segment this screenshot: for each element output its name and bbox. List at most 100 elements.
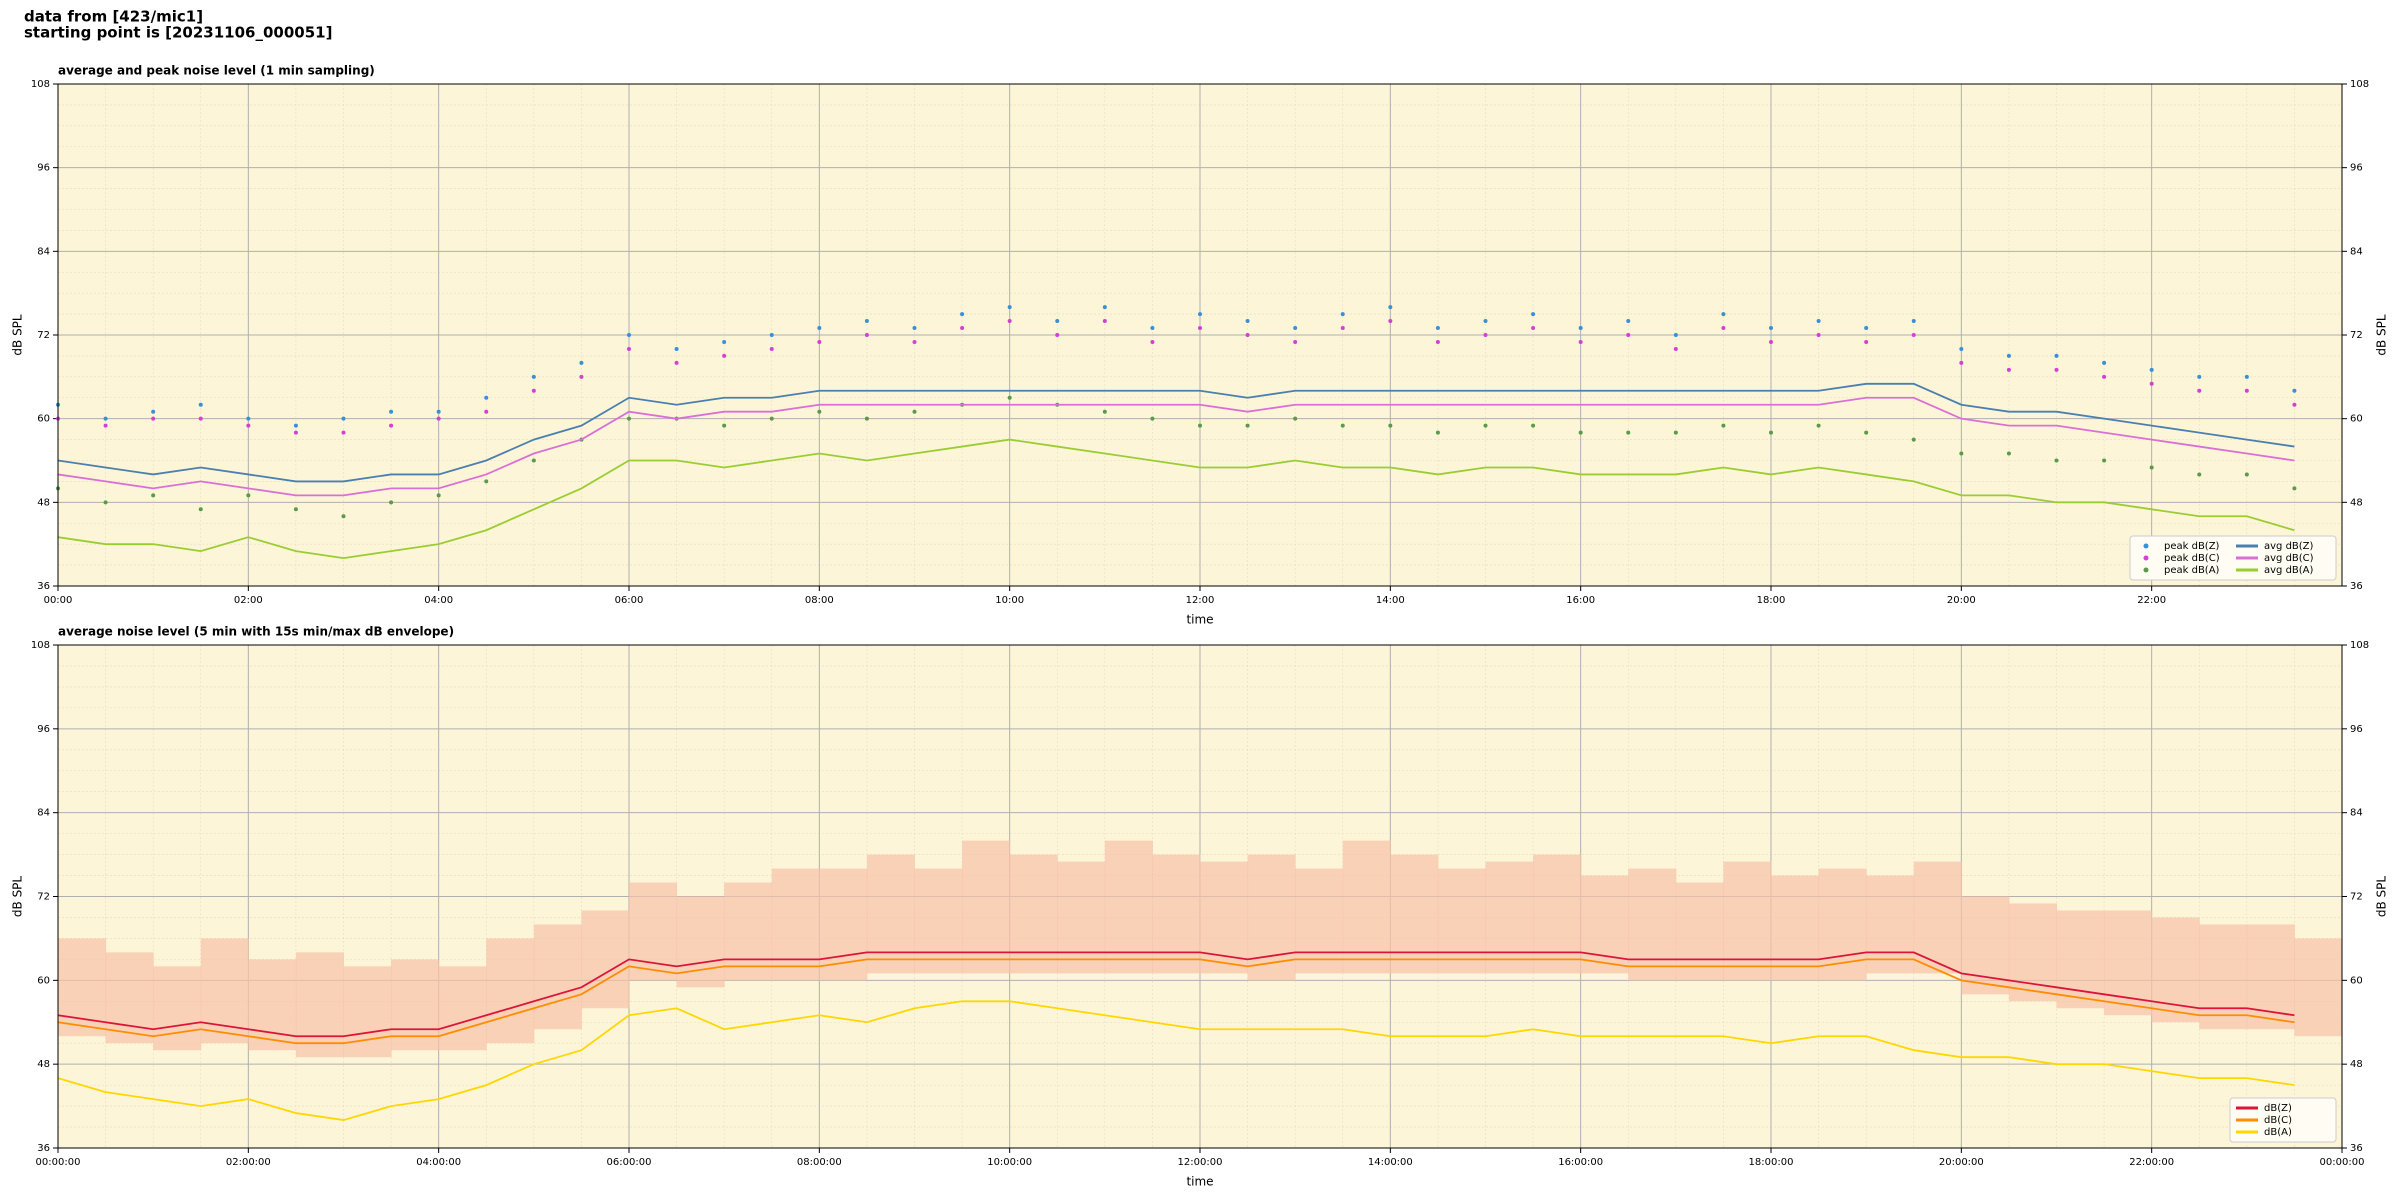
peak-point xyxy=(1911,437,1916,442)
peak-point xyxy=(627,333,631,337)
peak-point xyxy=(1626,333,1631,337)
peak-point xyxy=(1769,430,1773,435)
y-tick-label: 72 xyxy=(37,892,50,903)
y-axis-label: dB SPL xyxy=(11,876,25,918)
peak-point xyxy=(2292,402,2297,407)
plot-frame xyxy=(57,83,2343,587)
peak-point xyxy=(864,416,869,421)
y-tick-label: 84 xyxy=(37,246,50,257)
x-axis-label: time xyxy=(1186,1175,1213,1189)
envelope-band xyxy=(438,966,487,1051)
peak-point xyxy=(1150,326,1155,331)
legend-marker xyxy=(2143,543,2149,549)
envelope-band xyxy=(2199,924,2248,1030)
series-line xyxy=(57,951,2295,1038)
peak-point xyxy=(722,339,727,344)
y-tick-label: 48 xyxy=(2350,497,2363,508)
x-tick-label: 16:00 xyxy=(1566,595,1595,606)
peak-point xyxy=(1911,333,1916,337)
y-tick-label: 60 xyxy=(37,414,50,425)
peak-point xyxy=(627,416,631,421)
peak-point xyxy=(579,360,584,365)
y-tick-label: 96 xyxy=(37,724,50,735)
peak-point xyxy=(1673,430,1678,435)
peak-point xyxy=(1055,319,1060,324)
envelope-band xyxy=(962,840,1011,974)
peak-point xyxy=(1055,333,1060,337)
peak-point xyxy=(2006,367,2011,372)
peak-point xyxy=(531,388,536,393)
peak-point xyxy=(151,409,156,414)
peak-point xyxy=(1864,326,1869,331)
peak-point xyxy=(960,312,965,317)
envelope-band xyxy=(581,910,630,1009)
peak-point xyxy=(198,416,203,421)
legend-label: avg dB(Z) xyxy=(2264,541,2314,552)
legend-label: avg dB(A) xyxy=(2264,565,2314,576)
peak-point xyxy=(151,493,156,498)
y-tick-label: 72 xyxy=(37,330,50,341)
plot-frame xyxy=(57,644,2343,1149)
peak-point xyxy=(1721,423,1726,428)
x-axis-label: time xyxy=(1186,613,1213,627)
x-tick-label: 06:00 xyxy=(615,595,644,606)
envelope-band xyxy=(2294,938,2343,1037)
series-line xyxy=(57,438,2295,560)
peak-point xyxy=(1531,423,1536,428)
peak-point xyxy=(2149,367,2154,372)
peak-point xyxy=(1198,312,1202,317)
peak-point xyxy=(1531,312,1536,317)
peak-point xyxy=(1816,319,1821,324)
peak-point xyxy=(1293,326,1298,331)
peak-point xyxy=(1864,339,1869,344)
peak-point xyxy=(1626,319,1631,324)
peak-point xyxy=(436,409,441,414)
series-line xyxy=(57,958,2295,1045)
peak-point xyxy=(912,326,917,331)
peak-point xyxy=(2197,472,2202,477)
peak-point xyxy=(817,339,822,344)
peak-point xyxy=(198,507,203,512)
envelope-band xyxy=(1200,861,1249,974)
peak-point xyxy=(1959,360,1964,365)
peak-point xyxy=(341,416,346,421)
x-tick-label: 18:00 xyxy=(1757,595,1786,606)
envelope-band xyxy=(771,868,820,981)
peak-point xyxy=(2244,374,2249,379)
peak-point xyxy=(1007,305,1012,310)
peak-point xyxy=(1007,395,1012,400)
peak-point xyxy=(1959,346,1964,351)
peak-point xyxy=(1769,326,1773,331)
x-tick-label: 20:00 xyxy=(1947,595,1976,606)
y-tick-label: 84 xyxy=(37,808,50,819)
peak-point xyxy=(484,409,489,414)
envelope-band xyxy=(1723,861,1772,981)
peak-point xyxy=(1340,326,1345,331)
peak-point xyxy=(769,346,774,351)
x-tick-label: 22:00:00 xyxy=(2129,1157,2174,1168)
peak-point xyxy=(864,319,869,324)
peak-point xyxy=(436,493,441,498)
peak-point xyxy=(2292,388,2297,393)
envelope-band xyxy=(1818,868,1867,981)
legend-label: dB(C) xyxy=(2264,1115,2292,1126)
envelope-band xyxy=(2056,910,2105,1009)
y-tick-label: 84 xyxy=(2350,246,2363,257)
peak-point xyxy=(198,402,203,407)
peak-point xyxy=(389,500,394,505)
envelope-band xyxy=(2008,903,2057,1002)
peak-point xyxy=(293,507,298,512)
peak-point xyxy=(484,395,489,400)
envelope-band xyxy=(1485,861,1534,974)
peak-point xyxy=(2244,388,2249,393)
peak-point xyxy=(246,416,251,421)
peak-point xyxy=(1102,319,1107,324)
legend-marker xyxy=(2143,555,2149,561)
x-tick-label: 22:00 xyxy=(2137,595,2166,606)
peak-point xyxy=(2197,388,2202,393)
envelope-band xyxy=(819,868,868,981)
peak-point xyxy=(1673,346,1678,351)
y-tick-label: 48 xyxy=(2350,1059,2363,1070)
y-axis-label: dB SPL xyxy=(2375,876,2389,918)
